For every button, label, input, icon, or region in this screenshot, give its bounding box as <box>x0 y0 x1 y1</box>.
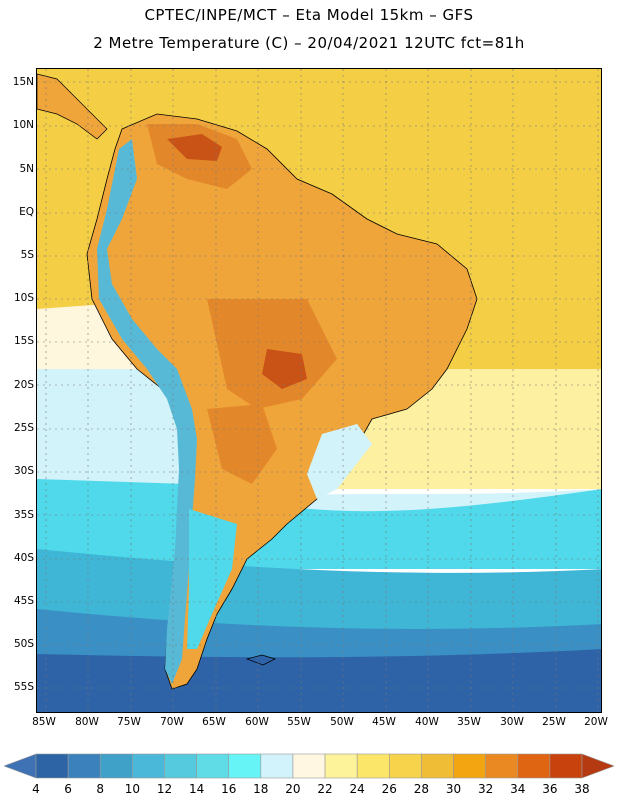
lon-label-75w: 75W <box>117 716 141 728</box>
lon-label-80w: 80W <box>75 716 99 728</box>
colorbar-label: 18 <box>253 782 269 796</box>
colorbar-label: 4 <box>32 782 40 796</box>
colorbar-label: 26 <box>381 782 397 796</box>
colorbar-box <box>485 753 519 779</box>
lat-label-5s: 5S <box>20 249 34 261</box>
colorbar-label: 34 <box>510 782 526 796</box>
land-very-hot-chaco <box>262 349 307 389</box>
lat-label-45s: 45S <box>13 595 34 607</box>
colorbar-label: 22 <box>317 782 333 796</box>
lat-label-20s: 20S <box>13 379 34 391</box>
colorbar-box <box>549 753 583 779</box>
colorbar-box <box>292 753 326 779</box>
colorbar-box <box>356 753 390 779</box>
falkland-islands <box>245 654 277 666</box>
temperature-colorbar <box>4 753 614 779</box>
lon-label-20w: 20W <box>584 716 608 728</box>
lat-label-15n: 15N <box>12 76 34 88</box>
colorbar-label: 10 <box>124 782 140 796</box>
lat-label-25s: 25S <box>13 422 34 434</box>
lat-label-50s: 50S <box>13 638 34 650</box>
colorbar-label: 36 <box>542 782 558 796</box>
colorbar-label: 30 <box>445 782 462 796</box>
colorbar-box <box>228 753 262 779</box>
colorbar-box <box>196 753 230 779</box>
map-frame <box>36 68 602 713</box>
lon-label-60w: 60W <box>245 716 269 728</box>
lon-label-45w: 45W <box>372 716 396 728</box>
lat-label-40s: 40S <box>13 552 34 564</box>
map-title-line-1: CPTEC/INPE/MCT – Eta Model 15km – GFS <box>144 6 474 24</box>
ocean-pacific-cool-patch <box>37 369 187 489</box>
colorbar-label: 32 <box>478 782 494 796</box>
andes-cordillera <box>97 139 197 684</box>
colorbar-arrow-low <box>4 753 37 779</box>
lat-label-35s: 35S <box>13 509 34 521</box>
colorbar-arrow-high <box>581 753 614 779</box>
lat-label-55s: 55S <box>13 681 34 693</box>
map-title-line-2: 2 Metre Temperature (C) – 20/04/2021 12U… <box>93 34 525 52</box>
colorbar-box <box>132 753 165 779</box>
colorbar-box <box>260 753 294 779</box>
colorbar-label: 6 <box>64 782 72 796</box>
colorbar-label: 24 <box>349 782 365 796</box>
colorbar-box <box>99 753 133 779</box>
central-america-land <box>37 73 108 140</box>
lon-label-70w: 70W <box>160 716 184 728</box>
lon-label-55w: 55W <box>287 716 311 728</box>
colorbar-label: 8 <box>96 782 105 796</box>
colorbar-label: 14 <box>188 782 205 796</box>
lon-label-30w: 30W <box>500 716 524 728</box>
colorbar-box <box>421 753 454 779</box>
colorbar-box <box>388 753 422 779</box>
lon-label-50w: 50W <box>330 716 354 728</box>
lat-label-10n: 10N <box>12 119 34 131</box>
land-cool-patagonia <box>187 509 237 649</box>
colorbar-box <box>67 753 101 779</box>
colorbar-label: 38 <box>574 782 590 796</box>
lat-label-30s: 30S <box>13 465 34 477</box>
lat-label-5n: 5N <box>19 163 34 175</box>
lon-label-35w: 35W <box>457 716 481 728</box>
lat-lon-grid <box>37 69 601 712</box>
ocean-band-cold-4 <box>37 649 601 712</box>
lat-label-15s: 15S <box>13 335 34 347</box>
lon-label-65w: 65W <box>202 716 226 728</box>
colorbar-box <box>453 753 486 779</box>
lon-label-85w: 85W <box>32 716 56 728</box>
lon-label-40w: 40W <box>415 716 439 728</box>
colorbar-box <box>517 753 551 779</box>
lon-label-25w: 25W <box>542 716 566 728</box>
colorbar-label: 16 <box>221 782 237 796</box>
colorbar-box <box>164 753 197 779</box>
land-very-hot-venezuela <box>167 134 222 161</box>
land-cool-south-brazil <box>307 424 372 499</box>
colorbar-label: 20 <box>285 782 301 796</box>
lat-label-10s: 10S <box>13 292 34 304</box>
colorbar-box <box>324 753 358 779</box>
colorbar-label: 28 <box>413 782 430 796</box>
colorbar-box <box>35 753 69 779</box>
land-hot-south <box>207 404 277 484</box>
lat-label-eq: EQ <box>19 206 34 218</box>
colorbar-label: 12 <box>156 782 173 796</box>
temperature-map <box>37 69 601 712</box>
